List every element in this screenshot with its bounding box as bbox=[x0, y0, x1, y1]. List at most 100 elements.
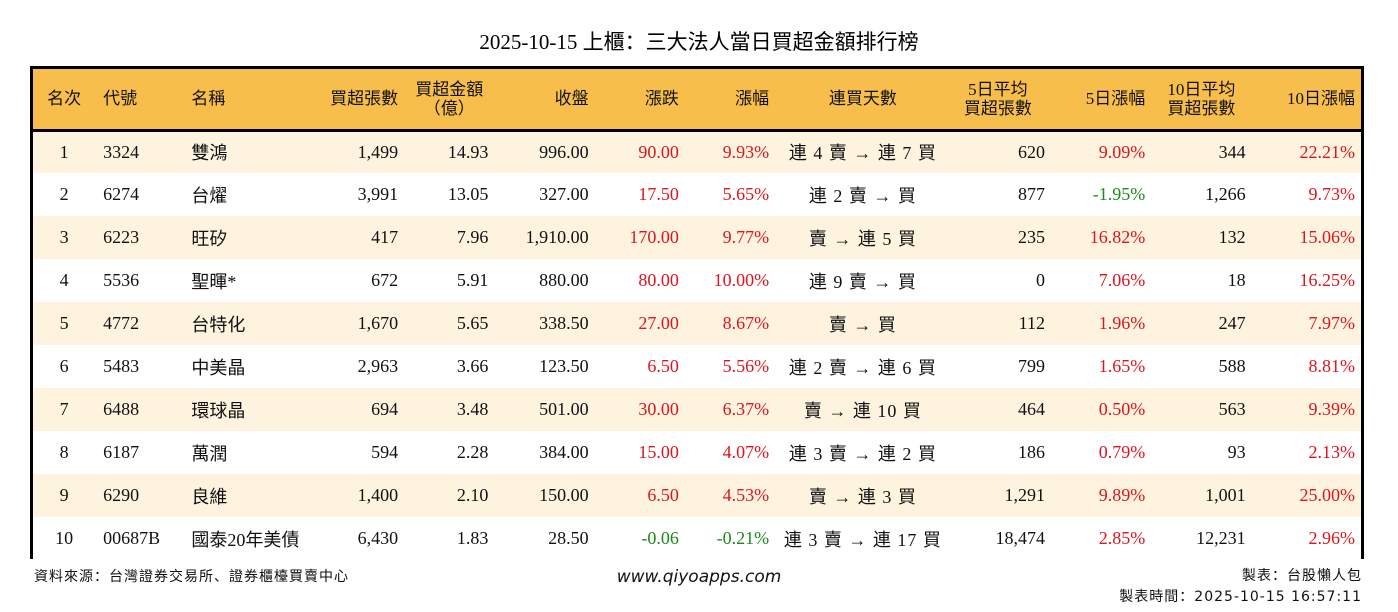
cell-code: 6274 bbox=[103, 184, 140, 204]
cell-change: 80.00 bbox=[638, 270, 679, 290]
cell-pct5: 1.96% bbox=[1098, 313, 1146, 333]
website-link[interactable]: www.qiyoapps.com bbox=[616, 567, 782, 587]
cell-streak: 連 4 賣 → 連 7 買 bbox=[788, 143, 937, 164]
cell-change: 6.50 bbox=[647, 356, 679, 376]
cell-rank: 2 bbox=[59, 184, 69, 204]
cell-name: 台燿 bbox=[191, 185, 228, 206]
cell-change-pct: 4.53% bbox=[722, 485, 770, 505]
cell-net-buy-lots: 417 bbox=[371, 227, 399, 247]
table-row: 10 00687B 國泰20年美債 6,430 1.83 28.50 -0.06 -0.21%… bbox=[33, 517, 1361, 560]
cell-change-pct: 9.93% bbox=[722, 141, 770, 162]
cell-avg10-lots: 247 bbox=[1218, 313, 1246, 333]
header-streak: 連買天數 bbox=[828, 89, 897, 109]
data-source-note: 資料來源：台灣證券交易所、證券櫃檯買賣中心 bbox=[34, 569, 349, 585]
cell-pct10: 8.81% bbox=[1308, 356, 1356, 376]
cell-name: 環球晶 bbox=[191, 400, 246, 421]
cell-net-buy-amount: 13.05 bbox=[447, 184, 489, 204]
cell-rank: 10 bbox=[55, 528, 74, 548]
cell-rank: 5 bbox=[59, 313, 69, 333]
cell-avg10-lots: 18 bbox=[1227, 270, 1246, 290]
cell-pct10: 9.39% bbox=[1308, 399, 1356, 419]
cell-pct5: 9.09% bbox=[1098, 141, 1146, 162]
cell-avg5-lots: 799 bbox=[1017, 356, 1045, 376]
cell-change-pct: 5.56% bbox=[722, 356, 770, 376]
cell-change-pct: 5.65% bbox=[722, 184, 770, 204]
cell-change-pct: 4.07% bbox=[722, 442, 770, 462]
header-avg10-lots: 10日平均 買超張數 bbox=[1167, 79, 1236, 118]
cell-net-buy-amount: 7.96 bbox=[456, 227, 489, 247]
cell-code: 6187 bbox=[103, 442, 140, 462]
cell-name: 中美晶 bbox=[191, 357, 246, 378]
cell-net-buy-lots: 3,991 bbox=[357, 184, 399, 204]
cell-rank: 3 bbox=[59, 227, 69, 247]
cell-net-buy-lots: 1,400 bbox=[357, 485, 399, 505]
table-row: 7 6488 環球晶 694 3.48 501.00 30.00 6.37% 賣 → 連 10 … bbox=[33, 388, 1361, 431]
table-row: 5 4772 台特化 1,670 5.65 338.50 27.00 8.67% 賣 → 買 11… bbox=[33, 302, 1361, 345]
header-rank: 名次 bbox=[47, 89, 82, 109]
cell-pct10: 7.97% bbox=[1308, 313, 1356, 333]
cell-net-buy-amount: 1.83 bbox=[456, 528, 489, 548]
cell-pct10: 16.25% bbox=[1299, 270, 1356, 290]
cell-pct5: 2.85% bbox=[1098, 528, 1146, 548]
header-change: 漲跌 bbox=[644, 89, 679, 109]
cell-code: 5536 bbox=[103, 270, 140, 290]
cell-streak: 賣 → 連 5 買 bbox=[808, 228, 917, 249]
cell-pct10: 15.06% bbox=[1299, 227, 1356, 247]
cell-avg10-lots: 1,266 bbox=[1205, 184, 1246, 204]
cell-pct10: 9.73% bbox=[1308, 184, 1356, 204]
cell-net-buy-lots: 2,963 bbox=[357, 356, 399, 376]
cell-change-pct: 6.37% bbox=[722, 399, 770, 419]
cell-change: 90.00 bbox=[638, 141, 679, 162]
cell-net-buy-lots: 6,430 bbox=[357, 528, 399, 548]
cell-name: 台特化 bbox=[191, 314, 246, 335]
cell-close: 338.50 bbox=[539, 313, 589, 333]
cell-code: 4772 bbox=[103, 313, 140, 333]
cell-change-pct: 9.77% bbox=[722, 227, 770, 247]
cell-rank: 1 bbox=[59, 141, 69, 162]
cell-net-buy-lots: 1,670 bbox=[357, 313, 399, 333]
header-avg5-lots: 5日平均 買超張數 bbox=[963, 79, 1032, 118]
cell-name: 國泰20年美債 bbox=[191, 529, 300, 550]
cell-pct5: 7.06% bbox=[1098, 270, 1146, 290]
header-pct5: 5日漲幅 bbox=[1085, 89, 1146, 109]
cell-code: 5483 bbox=[103, 356, 140, 376]
cell-avg5-lots: 620 bbox=[1017, 141, 1045, 162]
cell-net-buy-lots: 594 bbox=[371, 442, 399, 462]
ranking-table: 名次 代號 名稱 買超張數 買超金額 （億） 收盤 漲跌 漲幅 連買天數 5日平… bbox=[33, 69, 1361, 560]
cell-rank: 6 bbox=[59, 356, 69, 376]
cell-pct5: 1.65% bbox=[1098, 356, 1146, 376]
cell-change: 15.00 bbox=[638, 442, 679, 462]
cell-pct10: 22.21% bbox=[1299, 141, 1356, 162]
cell-avg5-lots: 1,291 bbox=[1004, 485, 1045, 505]
cell-net-buy-lots: 672 bbox=[371, 270, 399, 290]
cell-net-buy-lots: 694 bbox=[371, 399, 399, 419]
cell-change-pct: 8.67% bbox=[722, 313, 770, 333]
table-row: 1 3324 雙鴻 1,499 14.93 996.00 90.00 9.93% 連 4 賣 →… bbox=[33, 130, 1361, 173]
header-close: 收盤 bbox=[554, 89, 589, 109]
cell-avg10-lots: 12,231 bbox=[1196, 528, 1246, 548]
cell-pct10: 25.00% bbox=[1299, 485, 1356, 505]
cell-pct5: 16.82% bbox=[1089, 227, 1146, 247]
cell-avg5-lots: 464 bbox=[1017, 399, 1045, 419]
cell-close: 123.50 bbox=[539, 356, 589, 376]
cell-close: 501.00 bbox=[539, 399, 589, 419]
cell-streak: 連 3 賣 → 連 2 買 bbox=[788, 443, 937, 464]
page-title: 2025-10-15 上櫃：三大法人當日買超金額排行榜 bbox=[479, 30, 919, 54]
cell-code: 6488 bbox=[103, 399, 140, 419]
header-change-pct: 漲幅 bbox=[735, 89, 770, 109]
cell-close: 880.00 bbox=[539, 270, 589, 290]
cell-change: 170.00 bbox=[629, 227, 679, 247]
cell-change: 30.00 bbox=[638, 399, 679, 419]
cell-streak: 賣 → 連 10 買 bbox=[803, 400, 922, 421]
cell-net-buy-amount: 3.48 bbox=[456, 399, 489, 419]
cell-change: -0.06 bbox=[641, 528, 679, 548]
cell-avg10-lots: 344 bbox=[1218, 141, 1246, 162]
header-code: 代號 bbox=[103, 89, 138, 109]
table-body: 1 3324 雙鴻 1,499 14.93 996.00 90.00 9.93% 連 4 賣 →… bbox=[33, 130, 1361, 560]
header-net-buy-amount: 買超金額 （億） bbox=[415, 79, 484, 118]
cell-close: 327.00 bbox=[539, 184, 589, 204]
cell-pct5: -1.95% bbox=[1092, 184, 1146, 204]
cell-change: 6.50 bbox=[647, 485, 679, 505]
cell-name: 聖暉* bbox=[191, 271, 237, 292]
maker-info: 製表：台股懶人包 製表時間：2025-10-15 16:57:11 bbox=[1119, 566, 1362, 608]
